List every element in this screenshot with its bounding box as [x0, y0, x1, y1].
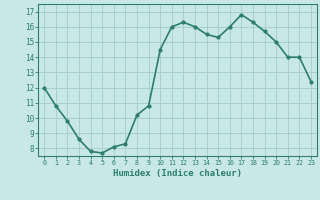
- X-axis label: Humidex (Indice chaleur): Humidex (Indice chaleur): [113, 169, 242, 178]
